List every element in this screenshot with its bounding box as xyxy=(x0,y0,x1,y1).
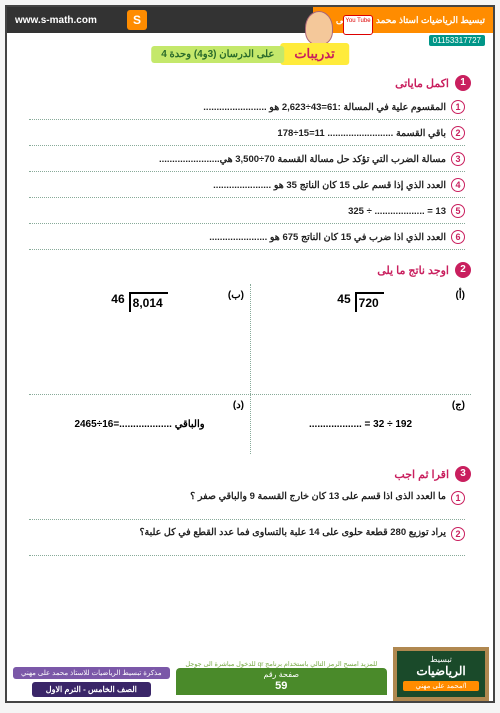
cell-label: (ج) xyxy=(452,400,465,411)
cell-a: (أ) 45 720 xyxy=(250,284,471,394)
site-url: www.s-math.com xyxy=(15,15,97,26)
q-num: 3 xyxy=(451,152,465,166)
cell-b: (ب) 46 8,014 xyxy=(29,284,250,394)
divisor: 45 xyxy=(337,292,350,306)
q-num: 2 xyxy=(451,126,465,140)
q1-1: 1 المقسوم علية في المسالة :61=43÷2,623 هو… xyxy=(29,97,465,120)
q1-6: 6 العدد الذي اذا ضرب في 15 كان الناتج 675… xyxy=(29,227,465,250)
board-top: تبسيط xyxy=(397,655,485,664)
q-num: 2 xyxy=(451,527,465,541)
section-1-head: 1 اكمل ماياتى xyxy=(7,75,471,91)
section-badge: 1 xyxy=(455,75,471,91)
q-text: يراد توزيع 280 قطعة حلوى على 14 علبة بال… xyxy=(139,527,446,538)
equation: 192 ÷ 32 = ................... xyxy=(309,419,412,430)
section-badge: 2 xyxy=(455,262,471,278)
title-main: تدريبات xyxy=(280,43,348,65)
q-text: مسالة الضرب التي تؤكد حل مسالة القسمة 70… xyxy=(159,154,446,165)
q1-4: 4 العدد الذي إذا قسم على 15 كان الناتج 35… xyxy=(29,175,465,198)
section-title: اكمل ماياتى xyxy=(395,77,449,90)
page-box: صفحة رقم 59 xyxy=(176,668,387,695)
youtube-badge: You Tube xyxy=(343,15,373,35)
s-logo: S xyxy=(127,10,147,30)
board-strip: ا/محمد على مهني xyxy=(403,681,479,691)
q-text: ما العدد الذى اذا قسم على 13 كان خارج ال… xyxy=(190,491,446,502)
header-bar: تبسيط الرياضيات استاذ محمد على مهنى www.… xyxy=(7,7,493,33)
dividend: 720 xyxy=(355,292,384,312)
credit-pill: مذكرة تبسيط الرياضيات للاستاذ محمد على م… xyxy=(13,667,170,679)
section-2-head: 2 اوجد ناتج ما يلى xyxy=(7,262,471,278)
q1-5: 5 13 = ................... ÷ 325 xyxy=(29,201,465,224)
section-title: اوجد ناتج ما يلى xyxy=(377,264,449,277)
q-text: العدد الذي إذا قسم على 15 كان الناتج 35 … xyxy=(213,180,446,191)
problems-grid: (أ) 45 720 (ب) 46 8,014 (ج) 192 ÷ 32 = .… xyxy=(29,284,471,454)
content-area: 1 اكمل ماياتى 1 المقسوم علية في المسالة :… xyxy=(7,63,493,558)
board-mid: الرياضيات xyxy=(397,664,485,678)
w3-2: 2 يراد توزيع 280 قطعة حلوى على 14 علبة با… xyxy=(29,524,465,556)
title-sub: على الدرسان (3و4) وحدة 4 xyxy=(151,46,284,63)
q-num: 1 xyxy=(451,491,465,505)
section-badge: 3 xyxy=(455,466,471,482)
q-text: باقي القسمة ......................... 11… xyxy=(277,128,446,139)
equation: والباقي ...................=16÷2465 xyxy=(74,419,204,430)
footer: تبسيط الرياضيات ا/محمد على مهني للمزيد ا… xyxy=(7,645,493,701)
q1-3: 3 مسالة الضرب التي تؤكد حل مسالة القسمة 7… xyxy=(29,149,465,172)
q1-2: 2 باقي القسمة ......................... 1… xyxy=(29,123,465,146)
qr-note: للمزيد امسح الرمز التالي باستخدام برنامج… xyxy=(176,660,387,668)
q-num: 1 xyxy=(451,100,465,114)
cell-label: (د) xyxy=(233,400,244,411)
page-label: صفحة رقم xyxy=(264,670,300,679)
page-num: 59 xyxy=(184,680,379,692)
worksheet-page: تبسيط الرياضيات استاذ محمد على مهنى www.… xyxy=(5,5,495,703)
q-num: 5 xyxy=(451,204,465,218)
long-division: 45 720 xyxy=(337,292,383,312)
q-num: 6 xyxy=(451,230,465,244)
teacher-avatar xyxy=(305,11,333,45)
q-text: 13 = ................... ÷ 325 xyxy=(348,206,446,217)
section-title: اقرا ثم اجب xyxy=(394,468,449,481)
divisor: 46 xyxy=(111,292,124,306)
dividend: 8,014 xyxy=(129,292,168,312)
phone-number: 01153317727 xyxy=(429,35,485,46)
w3-1: 1 ما العدد الذى اذا قسم على 13 كان خارج ا… xyxy=(29,488,465,520)
footer-right: مذكرة تبسيط الرياضيات للاستاذ محمد على م… xyxy=(13,667,170,701)
title-band: تدريبات على الدرسان (3و4) وحدة 4 xyxy=(151,43,349,65)
cell-c: (ج) 192 ÷ 32 = ................... xyxy=(250,394,471,454)
chalkboard: تبسيط الرياضيات ا/محمد على مهني xyxy=(393,647,489,701)
q-text: المقسوم علية في المسالة :61=43÷2,623 هو … xyxy=(203,102,446,113)
cell-label: (أ) xyxy=(456,290,465,301)
footer-mid: للمزيد امسح الرمز التالي باستخدام برنامج… xyxy=(170,660,393,701)
cell-label: (ب) xyxy=(228,290,244,301)
long-division: 46 8,014 xyxy=(111,292,167,312)
grade-pill: الصف الخامس - الترم الاول xyxy=(32,682,151,697)
q-text: العدد الذي اذا ضرب في 15 كان الناتج 675 … xyxy=(209,232,446,243)
section-3-head: 3 اقرا ثم اجب xyxy=(7,466,471,482)
q-num: 4 xyxy=(451,178,465,192)
cell-d: (د) والباقي ...................=16÷2465 xyxy=(29,394,250,454)
